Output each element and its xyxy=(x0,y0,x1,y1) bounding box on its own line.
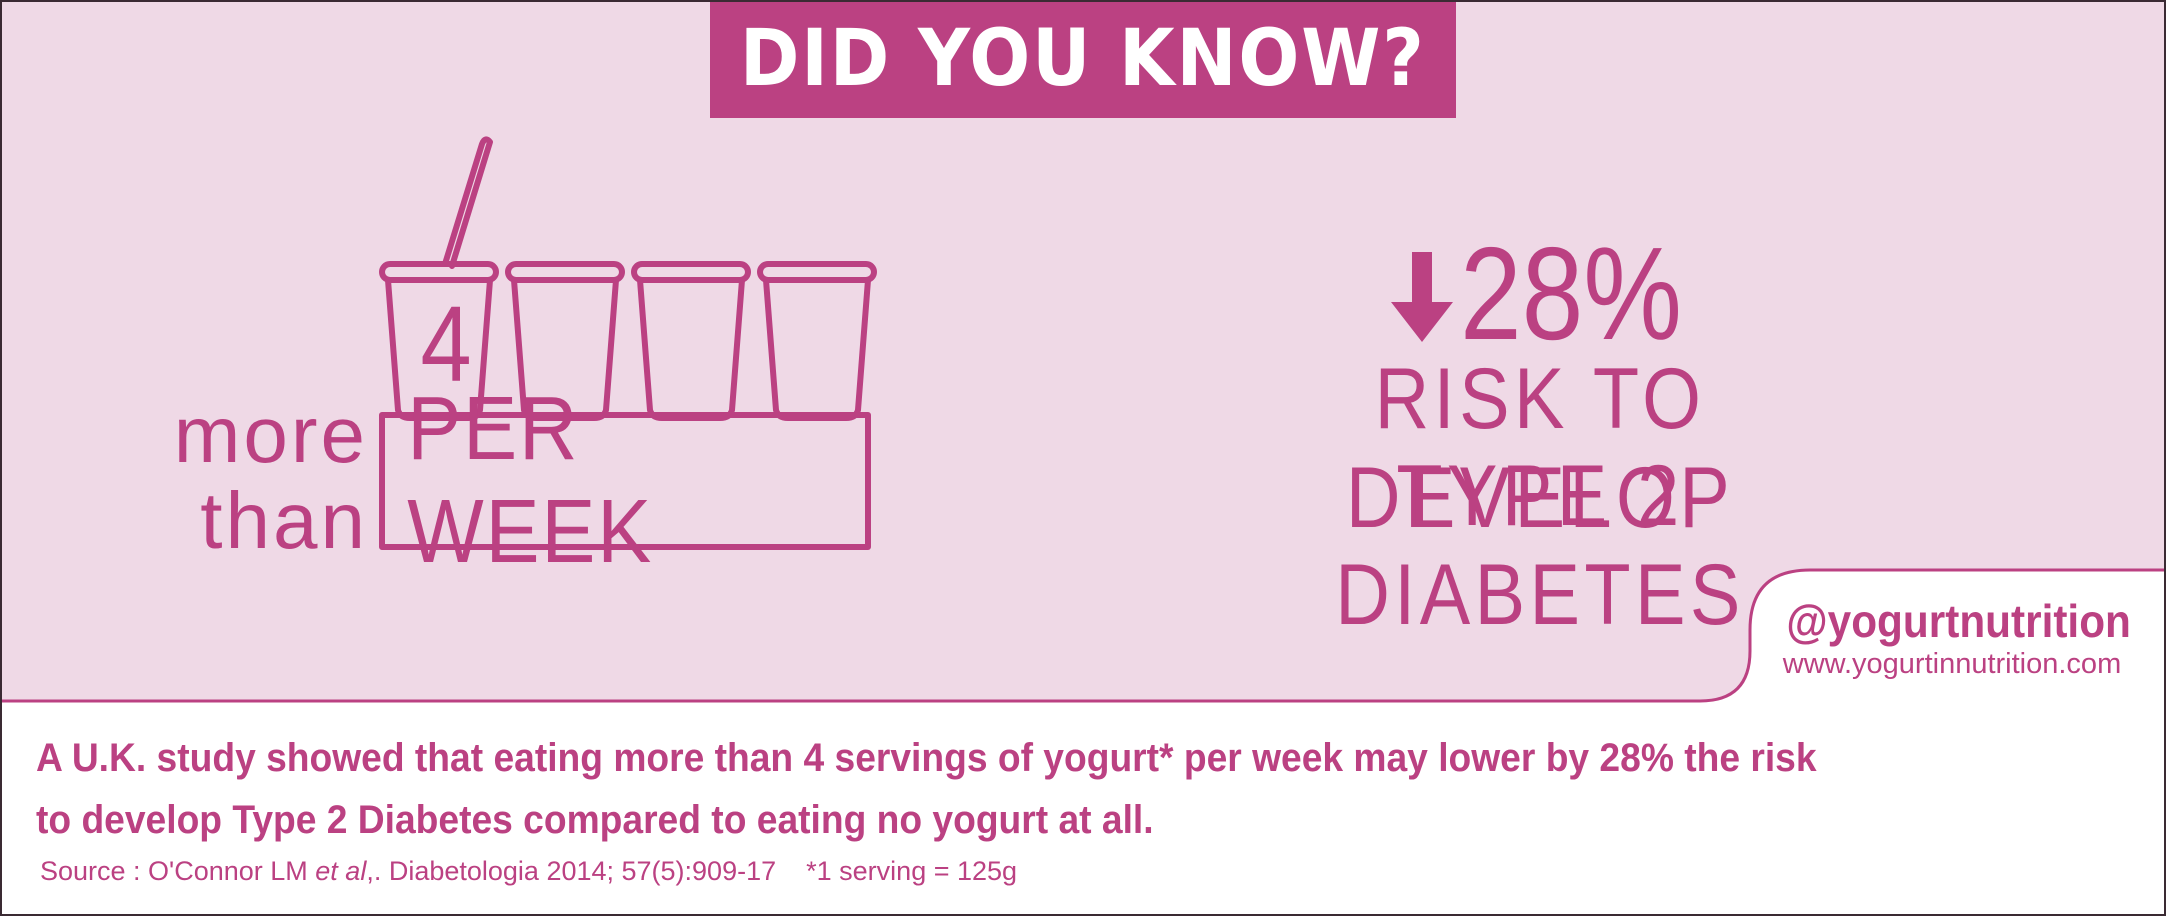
down-arrow-icon xyxy=(1391,252,1453,342)
serving-note: *1 serving = 125g xyxy=(806,856,1018,886)
more-than-label: more than xyxy=(168,392,368,564)
study-summary-line-2: to develop Type 2 Diabetes compared to e… xyxy=(36,798,1154,842)
risk-label-line-2: TYPE 2 DIABETES xyxy=(1335,448,1745,643)
source-et-al: et al xyxy=(315,856,367,886)
servings-number: 4 xyxy=(420,283,472,404)
source-citation: Source : O'Connor LM et al,. Diabetologi… xyxy=(40,856,1017,887)
source-prefix: Source : O'Connor LM xyxy=(40,856,316,886)
more-than-word-1: more xyxy=(173,390,368,479)
yogurt-cups-illustration xyxy=(379,136,877,550)
risk-label-line-1: RISK TO DEVELOP xyxy=(1345,351,1735,546)
spoon-icon xyxy=(442,136,493,269)
title-banner: DID YOU KNOW? xyxy=(710,0,1456,118)
source-suffix: ,. Diabetologia 2014; 57(5):909-17 xyxy=(366,856,777,886)
page-title: DID YOU KNOW? xyxy=(740,14,1426,104)
per-week-box xyxy=(379,412,871,550)
risk-reduction-value: 28% xyxy=(1460,220,1682,367)
study-summary-line-1: A U.K. study showed that eating more tha… xyxy=(36,736,1817,780)
social-tab-shape xyxy=(0,568,2166,720)
website-link[interactable]: www.yogurtinnutrition.com xyxy=(1782,648,2122,680)
more-than-word-2: than xyxy=(200,476,368,565)
social-handle[interactable]: @yogurtnutrition xyxy=(1786,595,2131,647)
